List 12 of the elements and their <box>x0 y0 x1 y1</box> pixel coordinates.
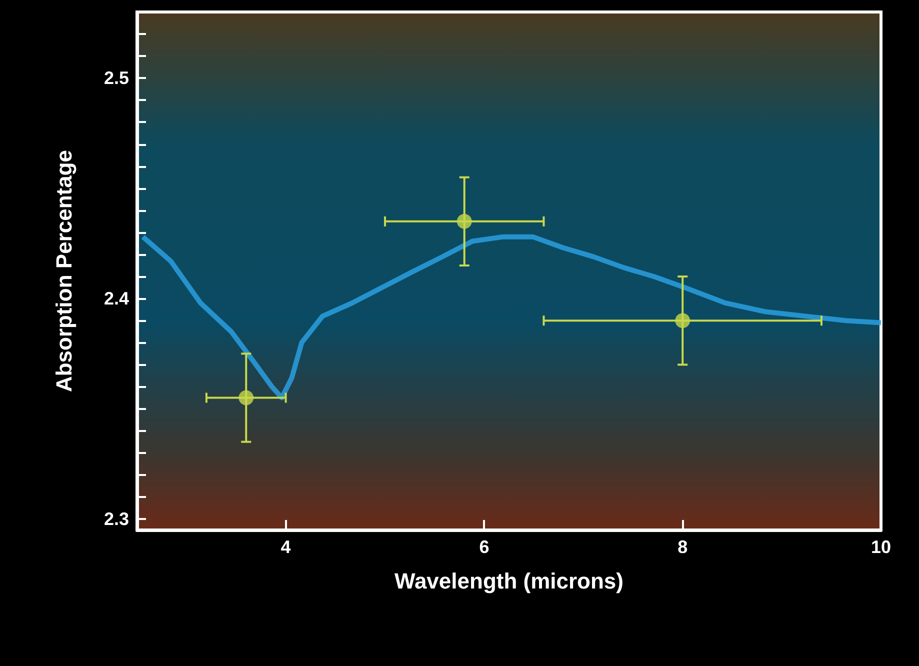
x-tick-label: 6 <box>479 537 490 557</box>
x-tick-label: 10 <box>870 537 892 557</box>
x-axis-title: Wavelength (microns) <box>394 568 624 594</box>
point <box>456 214 472 229</box>
point <box>238 390 254 406</box>
x-tick-label: 4 <box>280 537 291 557</box>
point <box>675 313 690 328</box>
y-tick-label: 2.4 <box>104 288 129 309</box>
y-tick-label: 2.5 <box>104 68 129 88</box>
y-tick-label: 2.3 <box>104 508 129 529</box>
x-tick-label: 8 <box>678 537 688 557</box>
y-axis-title: Absorption Percentage <box>52 150 76 392</box>
